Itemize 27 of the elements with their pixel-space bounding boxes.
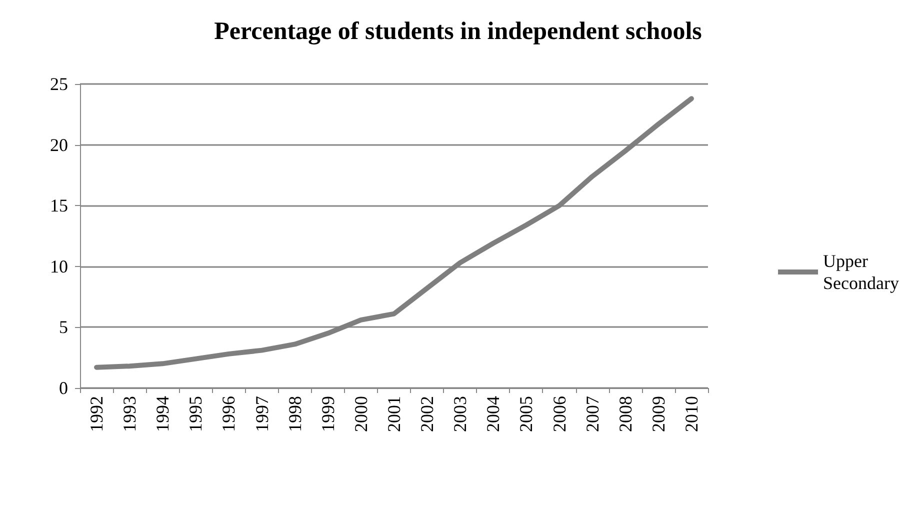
- legend-label: Upper Secondary: [823, 251, 900, 293]
- y-tick-label: 25: [50, 74, 68, 94]
- x-tick-label: 1996: [218, 396, 239, 432]
- x-tick-label: 2010: [681, 396, 702, 432]
- x-tick-label: 2009: [648, 396, 668, 432]
- x-tick-label: 2008: [615, 396, 636, 432]
- x-tick-label: 2002: [417, 396, 438, 432]
- x-tick-label: 2007: [582, 396, 602, 432]
- x-tick-label: 1995: [186, 396, 206, 432]
- chart-title: Percentage of students in independent schools: [214, 18, 702, 45]
- x-tick-label: 2006: [549, 396, 570, 432]
- x-tick-label: 1992: [86, 396, 107, 432]
- y-tick-label: 15: [50, 196, 68, 216]
- x-tick-label: 1994: [152, 396, 173, 432]
- y-tick-label: 20: [50, 134, 68, 155]
- x-tick-label: 1993: [120, 396, 140, 432]
- y-tick-label: 5: [59, 317, 68, 338]
- x-tick-label: 2005: [516, 396, 536, 432]
- x-tick-label: 2004: [483, 396, 504, 432]
- x-tick-label: 2001: [384, 396, 404, 432]
- x-tick-label: 1999: [318, 396, 338, 432]
- y-tick-label: 10: [50, 256, 68, 276]
- x-tick-label: 2000: [350, 396, 371, 432]
- x-tick-label: 1997: [252, 396, 272, 432]
- y-tick-label: 0: [59, 378, 68, 398]
- x-tick-label: 1998: [284, 396, 305, 432]
- x-tick-label: 2003: [450, 396, 470, 432]
